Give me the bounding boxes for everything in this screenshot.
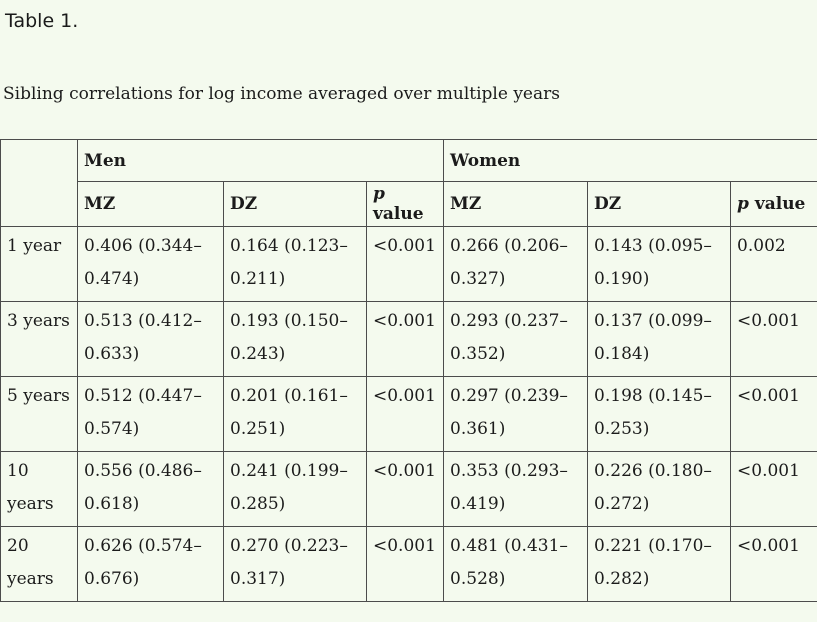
- row-label: 1 year: [1, 227, 78, 302]
- cell-men-dz: 0.201 (0.161–0.251): [224, 377, 367, 452]
- cell-women-mz: 0.293 (0.237–0.352): [444, 302, 588, 377]
- group-header-row: Men Women: [1, 140, 817, 182]
- cell-men-mz: 0.626 (0.574–0.676): [78, 527, 224, 602]
- sub-header-row: MZ DZ p value MZ DZ p value: [1, 182, 817, 227]
- cell-women-pvalue: <0.001: [731, 452, 817, 527]
- cell-women-mz: 0.266 (0.206–0.327): [444, 227, 588, 302]
- col-header-women-pvalue: p value: [731, 182, 817, 227]
- corner-cell: [1, 140, 78, 227]
- cell-men-mz: 0.512 (0.447–0.574): [78, 377, 224, 452]
- table-row-20-years: 20 years 0.626 (0.574–0.676) 0.270 (0.22…: [1, 527, 817, 602]
- cell-women-pvalue: <0.001: [731, 302, 817, 377]
- cell-men-pvalue: <0.001: [367, 527, 444, 602]
- col-header-men-dz: DZ: [224, 182, 367, 227]
- cell-women-pvalue: <0.001: [731, 377, 817, 452]
- cell-men-mz: 0.513 (0.412–0.633): [78, 302, 224, 377]
- cell-men-mz: 0.556 (0.486–0.618): [78, 452, 224, 527]
- cell-women-pvalue: 0.002: [731, 227, 817, 302]
- table-row-3-years: 3 years 0.513 (0.412–0.633) 0.193 (0.150…: [1, 302, 817, 377]
- cell-men-pvalue: <0.001: [367, 452, 444, 527]
- row-label: 5 years: [1, 377, 78, 452]
- row-label: 20 years: [1, 527, 78, 602]
- cell-men-mz: 0.406 (0.344–0.474): [78, 227, 224, 302]
- col-header-men-mz: MZ: [78, 182, 224, 227]
- cell-women-mz: 0.481 (0.431–0.528): [444, 527, 588, 602]
- row-label: 3 years: [1, 302, 78, 377]
- cell-men-pvalue: <0.001: [367, 302, 444, 377]
- table-caption: Sibling correlations for log income aver…: [3, 84, 817, 104]
- cell-men-pvalue: <0.001: [367, 227, 444, 302]
- col-header-men-pvalue: p value: [367, 182, 444, 227]
- cell-women-dz: 0.143 (0.095–0.190): [588, 227, 731, 302]
- cell-men-dz: 0.270 (0.223–0.317): [224, 527, 367, 602]
- cell-women-dz: 0.226 (0.180–0.272): [588, 452, 731, 527]
- cell-women-mz: 0.353 (0.293–0.419): [444, 452, 588, 527]
- cell-men-dz: 0.164 (0.123–0.211): [224, 227, 367, 302]
- cell-men-dz: 0.241 (0.199–0.285): [224, 452, 367, 527]
- table-row-5-years: 5 years 0.512 (0.447–0.574) 0.201 (0.161…: [1, 377, 817, 452]
- row-label: 10 years: [1, 452, 78, 527]
- table-number-title: Table 1.: [5, 10, 817, 32]
- cell-women-mz: 0.297 (0.239–0.361): [444, 377, 588, 452]
- cell-women-dz: 0.221 (0.170–0.282): [588, 527, 731, 602]
- cell-women-dz: 0.198 (0.145–0.253): [588, 377, 731, 452]
- cell-men-dz: 0.193 (0.150–0.243): [224, 302, 367, 377]
- group-header-women: Women: [444, 140, 817, 182]
- col-header-women-dz: DZ: [588, 182, 731, 227]
- table-row-1-year: 1 year 0.406 (0.344–0.474) 0.164 (0.123–…: [1, 227, 817, 302]
- col-header-women-mz: MZ: [444, 182, 588, 227]
- table-row-10-years: 10 years 0.556 (0.486–0.618) 0.241 (0.19…: [1, 452, 817, 527]
- cell-women-dz: 0.137 (0.099–0.184): [588, 302, 731, 377]
- group-header-men: Men: [78, 140, 444, 182]
- cell-women-pvalue: <0.001: [731, 527, 817, 602]
- cell-men-pvalue: <0.001: [367, 377, 444, 452]
- sibling-correlations-table: Men Women MZ DZ p value MZ DZ p value 1 …: [0, 139, 817, 602]
